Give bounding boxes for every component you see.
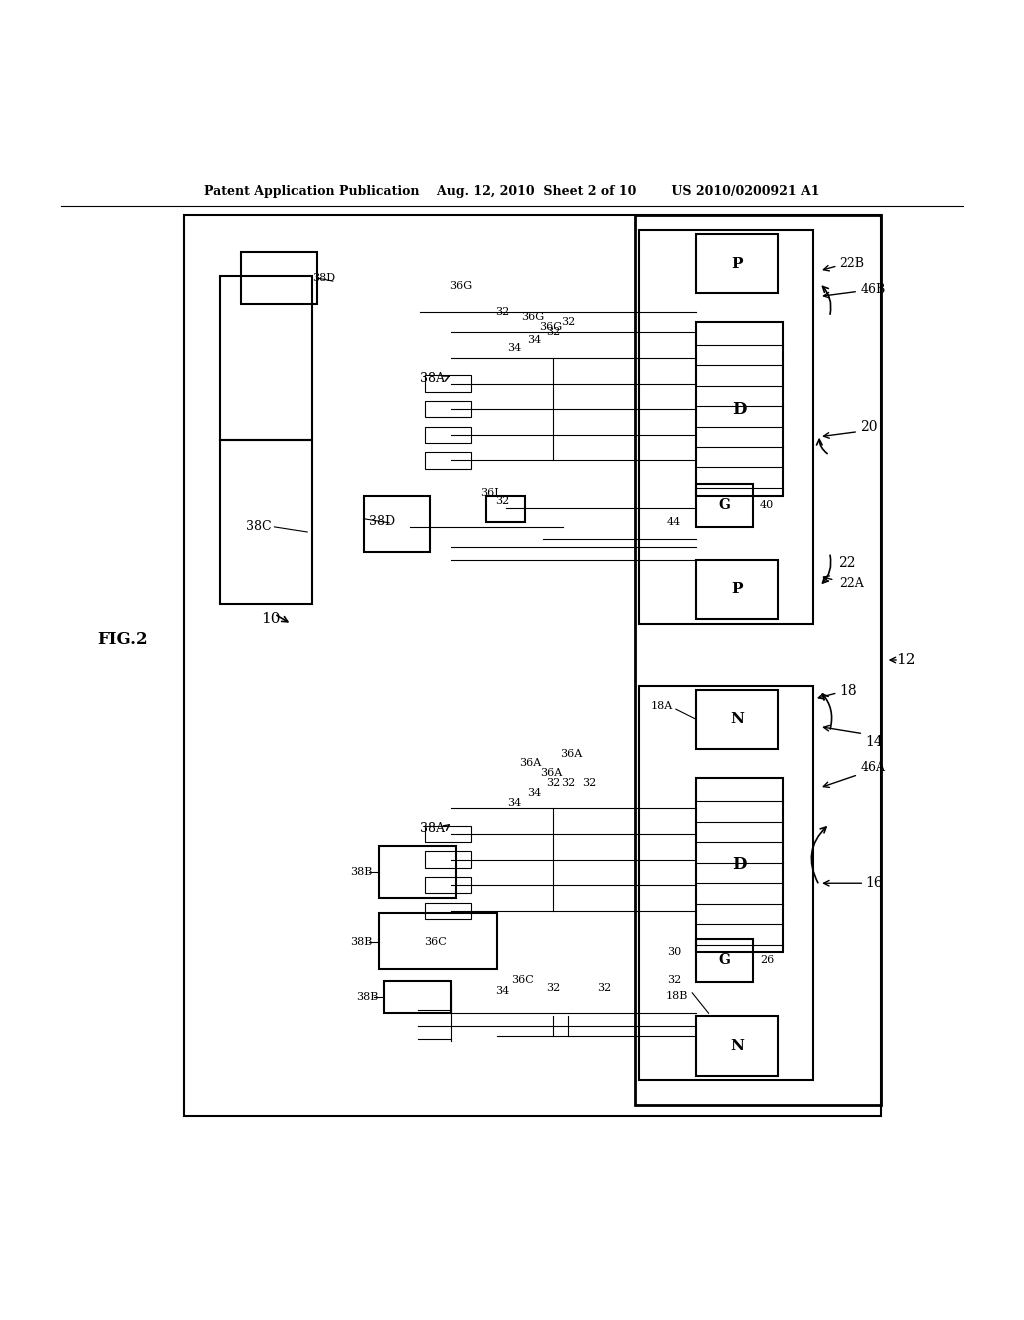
Text: N: N <box>730 713 744 726</box>
Bar <box>639 230 813 624</box>
Text: 38D: 38D <box>312 273 336 282</box>
Bar <box>696 234 778 293</box>
Bar <box>364 496 430 553</box>
Text: FIG.2: FIG.2 <box>97 631 147 648</box>
Text: 22A: 22A <box>840 577 864 590</box>
Text: P: P <box>731 582 743 597</box>
Text: 36C: 36C <box>511 974 534 985</box>
Bar <box>696 322 783 496</box>
Text: 14: 14 <box>865 735 883 748</box>
Bar <box>220 276 312 440</box>
Text: 36G: 36G <box>540 322 562 333</box>
Bar <box>379 846 456 898</box>
Bar <box>696 1016 778 1076</box>
Text: 32: 32 <box>561 317 575 327</box>
Bar <box>486 496 525 521</box>
Text: Patent Application Publication    Aug. 12, 2010  Sheet 2 of 10        US 2010/02: Patent Application Publication Aug. 12, … <box>204 185 820 198</box>
Text: 38A: 38A <box>421 822 445 836</box>
Bar <box>696 777 783 952</box>
Text: 36G: 36G <box>450 281 472 292</box>
Bar <box>425 401 471 417</box>
Text: 44: 44 <box>667 516 681 527</box>
Text: 36A: 36A <box>560 750 583 759</box>
Text: 34: 34 <box>495 986 509 995</box>
Bar <box>425 851 471 867</box>
Text: 32: 32 <box>495 308 509 317</box>
Bar <box>220 440 312 603</box>
Text: 36I: 36I <box>480 488 499 498</box>
Text: 36A: 36A <box>540 768 562 777</box>
Bar <box>696 939 753 982</box>
Text: 32: 32 <box>597 983 611 993</box>
Text: 12: 12 <box>896 653 915 667</box>
Text: 38A: 38A <box>421 372 445 385</box>
Text: 46A: 46A <box>860 762 885 774</box>
Text: G: G <box>719 499 730 512</box>
Bar <box>425 876 471 894</box>
Text: 30: 30 <box>667 946 681 957</box>
Bar <box>696 560 778 619</box>
Bar <box>425 453 471 469</box>
Text: 38C: 38C <box>246 520 271 533</box>
Text: 36A: 36A <box>519 758 542 767</box>
Bar <box>425 426 471 444</box>
Text: 32: 32 <box>546 327 560 338</box>
Bar <box>241 252 317 304</box>
Text: 18: 18 <box>840 684 857 698</box>
Bar <box>635 215 881 1105</box>
Text: 38B: 38B <box>350 867 373 876</box>
Text: P: P <box>731 256 743 271</box>
Text: 36G: 36G <box>521 312 544 322</box>
Text: 34: 34 <box>507 343 521 352</box>
Text: 32: 32 <box>495 496 509 507</box>
Text: 16: 16 <box>865 876 883 890</box>
Text: G: G <box>719 953 730 968</box>
Text: 32: 32 <box>582 777 596 788</box>
Text: 32: 32 <box>667 974 681 985</box>
Text: 38D: 38D <box>369 515 395 528</box>
Text: 32: 32 <box>561 777 575 788</box>
Text: D: D <box>732 857 748 874</box>
Text: 40: 40 <box>760 500 774 511</box>
Text: 22B: 22B <box>840 257 864 271</box>
Text: 20: 20 <box>860 420 878 433</box>
Text: 38B: 38B <box>356 991 379 1002</box>
Text: N: N <box>730 1039 744 1053</box>
Text: 10: 10 <box>261 612 282 626</box>
Text: 34: 34 <box>507 799 521 808</box>
Bar <box>425 826 471 842</box>
Text: 18B: 18B <box>666 991 688 1001</box>
Text: 34: 34 <box>527 788 542 799</box>
Bar <box>425 903 471 919</box>
Text: 46B: 46B <box>860 282 886 296</box>
Text: 22: 22 <box>838 556 855 570</box>
Bar <box>379 913 497 969</box>
Text: 26: 26 <box>760 956 774 965</box>
Text: 34: 34 <box>527 334 542 345</box>
Bar <box>696 484 753 527</box>
Bar <box>696 689 778 748</box>
Text: 36C: 36C <box>424 937 446 946</box>
Text: 18A: 18A <box>650 701 673 711</box>
Text: 38B: 38B <box>350 937 373 946</box>
Text: 32: 32 <box>546 777 560 788</box>
Text: 32: 32 <box>546 983 560 993</box>
Text: D: D <box>732 401 748 417</box>
Bar <box>639 685 813 1080</box>
Bar <box>384 981 451 1014</box>
Bar <box>425 375 471 392</box>
